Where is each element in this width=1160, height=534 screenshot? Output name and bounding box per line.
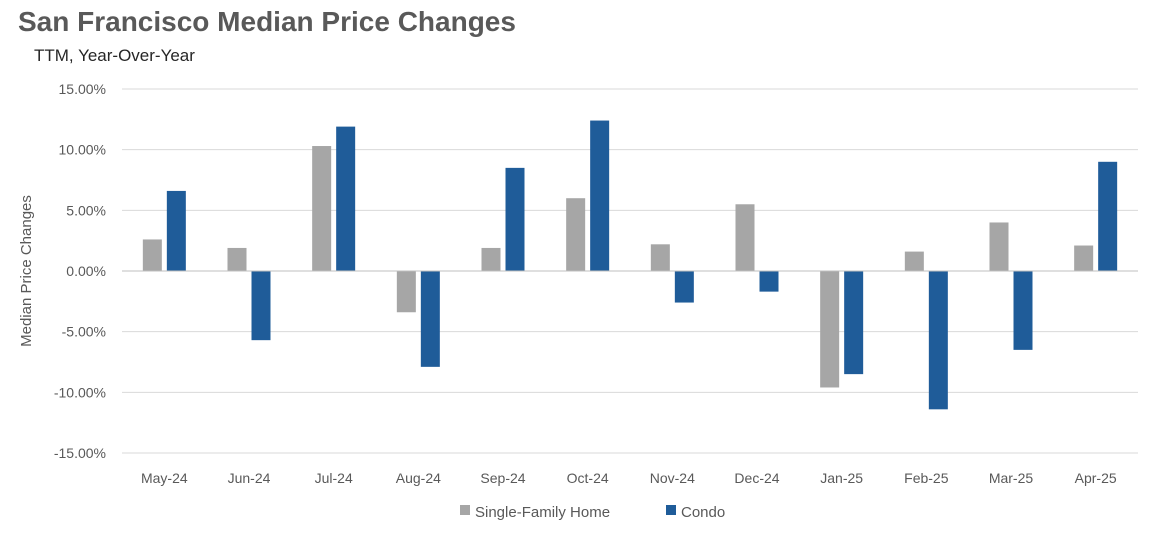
bar-condo-mar-25 (1013, 271, 1033, 350)
x-tick-label: Jul-24 (315, 470, 353, 486)
bar-single-family-home-nov-24 (650, 244, 670, 271)
bar-single-family-home-aug-24 (396, 271, 416, 313)
chart-title: San Francisco Median Price Changes (18, 6, 516, 37)
chart-subtitle: TTM, Year-Over-Year (34, 46, 195, 65)
x-tick-label: May-24 (141, 470, 188, 486)
y-tick-label: -5.00% (62, 324, 106, 340)
bar-single-family-home-may-24 (142, 239, 162, 271)
bar-condo-sep-24 (505, 167, 525, 271)
bar-condo-jan-25 (844, 271, 864, 375)
x-tick-label: Feb-25 (904, 470, 949, 486)
bar-condo-aug-24 (420, 271, 440, 367)
y-tick-label: -15.00% (54, 445, 106, 461)
y-tick-label: -10.00% (54, 384, 106, 400)
x-tick-label: Jan-25 (820, 470, 863, 486)
y-tick-label: 5.00% (66, 202, 106, 218)
x-tick-label: Aug-24 (396, 470, 441, 486)
bar-condo-apr-25 (1098, 161, 1118, 271)
bar-single-family-home-feb-25 (904, 251, 924, 271)
legend-label: Condo (681, 504, 725, 521)
bar-single-family-home-sep-24 (481, 247, 501, 271)
bar-condo-may-24 (166, 190, 186, 271)
x-tick-label: Dec-24 (734, 470, 779, 486)
x-tick-label: Nov-24 (650, 470, 695, 486)
legend-swatch (460, 505, 470, 515)
bar-condo-dec-24 (759, 271, 779, 292)
bar-single-family-home-oct-24 (566, 198, 586, 271)
x-tick-label: Sep-24 (480, 470, 525, 486)
y-tick-label: 15.00% (59, 81, 106, 97)
bar-single-family-home-jan-25 (820, 271, 840, 388)
bar-single-family-home-mar-25 (989, 222, 1009, 271)
legend-swatch (666, 505, 676, 515)
bar-condo-jun-24 (251, 271, 271, 341)
bar-condo-feb-25 (928, 271, 948, 410)
y-axis-label: Median Price Changes (18, 195, 35, 347)
bar-condo-nov-24 (674, 271, 694, 303)
y-tick-label: 0.00% (66, 263, 106, 279)
x-tick-label: Apr-25 (1075, 470, 1117, 486)
x-tick-label: Mar-25 (989, 470, 1034, 486)
legend-label: Single-Family Home (475, 504, 610, 521)
bar-single-family-home-jul-24 (312, 146, 332, 271)
bar-single-family-home-apr-25 (1074, 245, 1094, 271)
x-tick-label: Jun-24 (228, 470, 271, 486)
x-tick-label: Oct-24 (567, 470, 609, 486)
bar-condo-jul-24 (336, 126, 356, 271)
bar-condo-oct-24 (590, 120, 610, 272)
bar-single-family-home-jun-24 (227, 247, 247, 271)
bar-single-family-home-dec-24 (735, 204, 755, 271)
y-tick-label: 10.00% (59, 142, 106, 158)
